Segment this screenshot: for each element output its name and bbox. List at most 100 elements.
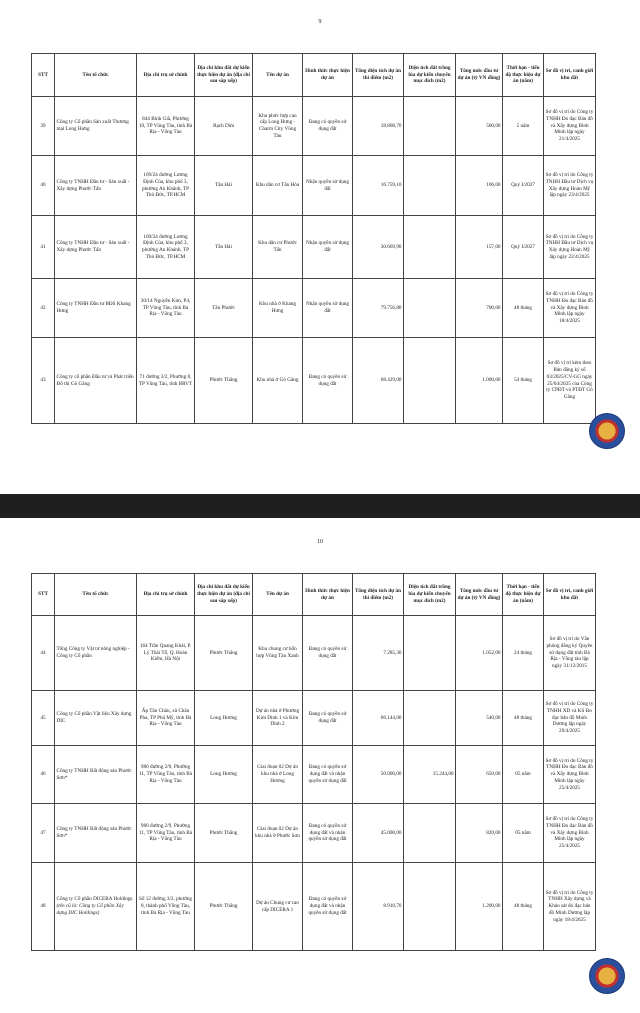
cell-form: Nhận quyền sử dụng đất	[302, 215, 353, 279]
cell-site: Phước Thắng	[194, 862, 253, 951]
term-text: 48 tháng	[513, 903, 532, 910]
invest-text: 1.000,00	[482, 377, 501, 384]
cell-invest: 1.200,00	[455, 862, 503, 951]
cell-stt: 46	[31, 745, 55, 804]
stt-text: 48	[40, 903, 46, 910]
cell-form: Đang có quyền sử dụng đất	[302, 337, 353, 424]
cell-invest: 540,00	[455, 690, 503, 746]
form-text: Nhận quyền sử dụng đất	[305, 240, 349, 253]
cell-term: 05 năm	[502, 745, 544, 804]
cell-area: 8.910,70	[352, 862, 404, 951]
cell-org: Công ty Cổ phần DICERA Holdings (tên cũ …	[54, 862, 137, 951]
page-9: 9 STT Tên tổ chức Địa chỉ trụ sở chính Địa …	[0, 0, 640, 494]
cell-term: 05 năm	[502, 803, 544, 863]
hq-text: Ấp Tân Châu, xã Châu Pha, TP Phú Mỹ, tỉn…	[139, 707, 192, 728]
hq-text: 30/14 Nguyễn Kim, P4, TP Vũng Tàu, tỉnh …	[140, 297, 191, 318]
term-text: 05 năm	[515, 829, 531, 836]
cell-project: Khu nhà ở Gò Găng	[252, 337, 303, 424]
cell-hq: 71 đường 3/2, Phường 8, TP Vũng Tàu, tỉn…	[136, 337, 195, 424]
stt-text: 41	[40, 243, 46, 250]
projects-table: STT Tên tổ chức Địa chỉ trụ sở chính Địa ch…	[31, 573, 596, 951]
site-text: Tân Phước	[212, 304, 235, 311]
project-text: Khu dân cư Phước Tấn	[258, 240, 297, 253]
cell-stt: 45	[31, 690, 55, 746]
form-text: Đang có quyền sử dụng đất và nhận quyền …	[308, 764, 347, 784]
form-text: Nhận quyền sử dụng đất	[305, 301, 349, 314]
site-text: Phước Thắng	[209, 903, 238, 910]
table-row: 47 Công ty TNHH Bất động sản Phước Sơn* 98…	[31, 803, 596, 863]
column-header: Thời hạn - tiến độ thực hiện dự án (năm)	[502, 573, 544, 616]
site-text: Phước Thắng	[209, 377, 238, 384]
cell-map: Sơ đồ vị trí do Công ty TNHH Đo đạc Bản …	[543, 803, 596, 863]
org-text: Công ty Cổ phần Sản xuất Thương mại Long…	[56, 119, 129, 132]
cell-area: 50.000,00	[352, 745, 404, 804]
area-text: 8.910,70	[383, 903, 402, 910]
cell-stt: 40	[31, 155, 55, 216]
hq-text: 980 đường 2/9, Phường 11, TP Vũng Tàu, t…	[138, 764, 193, 784]
cell-rice	[403, 862, 456, 951]
area-text: 79.756,80	[380, 304, 402, 311]
org-text: Tổng Công ty Vật tư nông nghiệp - Công t…	[56, 646, 130, 659]
area-text: 16.759,10	[380, 182, 402, 189]
cell-rice	[403, 337, 456, 424]
cell-site: Phước Thắng	[194, 615, 253, 691]
invest-text: 820,00	[486, 829, 501, 836]
site-text: Tân Hải	[215, 182, 232, 189]
cell-org: Tổng Công ty Vật tư nông nghiệp - Công t…	[54, 615, 137, 691]
rice-text: 15.244,00	[432, 771, 454, 778]
term-text: 48 tháng	[513, 304, 532, 311]
cell-form: Đang có quyền sử dụng đất và nhận quyền …	[302, 862, 353, 951]
cell-invest: 500,00	[455, 96, 503, 156]
cell-invest: 157,00	[455, 215, 503, 279]
invest-text: 106,00	[486, 182, 501, 189]
cell-map: Sơ đồ vị trí kèm theo Bản đăng ký số 03/…	[543, 337, 596, 424]
table-row: 39 Công ty Cổ phần Sản xuất Thương mại Lo…	[31, 96, 596, 156]
term-text: 24 tháng	[513, 649, 532, 656]
stt-text: 46	[40, 771, 46, 778]
cell-project: Giai đoạn 02 Dự án khu nhà ở Phước Sơn	[252, 803, 303, 863]
column-header: Tên tổ chức	[54, 53, 137, 97]
project-text: Giai đoạn 02 Dự án khu nhà ở Phước Sơn	[255, 826, 300, 839]
org-text: Công ty TNHH Đầu tư - Sản xuất - Xây dựn…	[56, 240, 130, 253]
cell-area: 16.759,10	[352, 155, 404, 216]
map-text: Sơ đồ vị trí do Công ty TNHH Đo đạc Bản …	[545, 291, 594, 325]
cell-area: 68.429,00	[352, 337, 404, 424]
cell-site: Tân Hải	[194, 215, 253, 279]
area-text: 30.669,90	[380, 243, 402, 250]
header-row: STT Tên tổ chức Địa chỉ trụ sở chính Địa ch…	[31, 53, 596, 97]
area-text: 68.429,00	[380, 377, 402, 384]
cell-map: Sơ đồ vị trí do Công ty TNHH Đo đạc Bản …	[543, 96, 596, 156]
form-text: Đang có quyền sử dụng đất và nhận quyền …	[308, 896, 347, 916]
cell-term: 24 tháng	[502, 615, 544, 691]
map-text: Sơ đồ vị trí do Công ty TNHH Đo đạc Bản …	[545, 109, 594, 143]
cell-term: 54 tháng	[502, 337, 544, 424]
cell-hq: 980 đường 2/9, Phường 11, TP Vũng Tàu, t…	[136, 745, 195, 804]
page-number: 10	[317, 539, 323, 545]
column-header: Diện tích đất trồng lúa dự kiến chuyển m…	[403, 53, 456, 97]
cell-rice	[403, 278, 456, 338]
cell-invest: 820,00	[455, 803, 503, 863]
column-header: Hình thức thực hiện dự án	[302, 53, 353, 97]
cell-site: Long Hương	[194, 690, 253, 746]
org-former-name: (tên cũ là: Công ty Cổ phần Xây dựng DIC…	[56, 903, 124, 916]
header-row: STT Tên tổ chức Địa chỉ trụ sở chính Địa ch…	[31, 573, 596, 616]
cell-map: Sơ đồ vị trí do Công ty TNHH XD và KS Đo…	[543, 690, 596, 746]
cell-term: 48 tháng	[502, 278, 544, 338]
invest-text: 500,00	[486, 122, 501, 129]
project-text: Khu chung cư hỗn hợp Vũng Tàu Xanh	[256, 646, 299, 659]
official-seal	[589, 958, 625, 994]
cell-project: Dự án nhà ở Phường Kim Dinh 1 và Kim Din…	[252, 690, 303, 746]
table-row: 40 Công ty TNHH Đầu tư - Sản xuất - Xây d…	[31, 155, 596, 216]
page-number: 9	[318, 19, 322, 25]
cell-org: Công ty TNHH Đầu tư - Sản xuất - Xây dựn…	[54, 155, 137, 216]
site-text: Phước Thắng	[209, 649, 238, 656]
cell-site: Phước Thắng	[194, 337, 253, 424]
map-text: Sơ đồ vị trí do Công ty TNHH XD và KS Đo…	[545, 701, 594, 735]
page-separator	[0, 494, 640, 518]
term-text: 5 năm	[516, 122, 530, 129]
stt-text: 42	[40, 304, 46, 311]
stt-text: 47	[40, 829, 46, 836]
cell-org: Công ty cổ phần Đầu tư và Phát triển Đô …	[54, 337, 137, 424]
cell-site: Long Hương	[194, 745, 253, 804]
column-header: Tổng mức đầu tư dự án (tỷ VN đồng)	[455, 53, 503, 97]
